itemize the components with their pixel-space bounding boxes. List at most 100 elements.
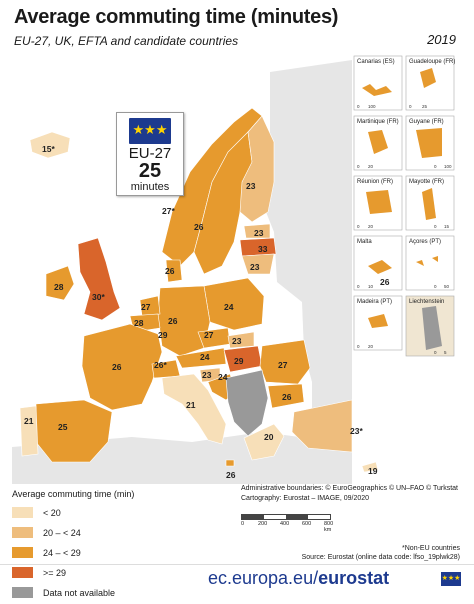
region-germany [157,285,211,357]
inset-scale-label: 0 [434,164,437,169]
inset-shape-malta [368,260,392,274]
inset-scale-label: 0 [357,104,360,109]
value-label: 24 [200,352,210,362]
value-label: 26 [168,316,178,326]
scale-tick: 400 [280,521,290,527]
inset-shape-guadeloupe [420,68,436,88]
value-label: 23 [250,262,260,272]
map-svg: Canarias (ES) Guadeloupe (FR) Martinique… [12,52,456,484]
inset-label-malta: Malta [357,239,372,245]
region-malta [225,459,235,467]
footer-divider [0,564,474,565]
legend-item: 20 – < 24 [12,524,212,541]
value-label: 23* [350,426,363,436]
footnote-source: Source: Eurostat (online data code: lfso… [301,554,460,561]
value-label: 26 [165,266,175,276]
inset-scale-label: 15 [444,224,450,229]
value-label: 26 [226,470,236,480]
region-lithuania [241,253,275,275]
legend-swatch [12,547,33,558]
region-bulgaria [267,383,305,409]
value-label: 33 [258,244,268,254]
legend-title: Average commuting time (min) [12,489,135,499]
inset-scale-label: 20 [368,224,374,229]
inset-label-reunion: Réunion (FR) [357,179,393,185]
region-uk [77,237,121,321]
inset-label-liechtenstein: Liechtenstein [409,299,444,305]
map-title: Average commuting time (minutes) [14,6,339,28]
scale-tick: 0 [241,521,245,527]
value-label: 26 [112,362,122,372]
inset-scale-label: 0 [434,284,437,289]
inset-scale-label: 0 [409,104,412,109]
legend-item: < 20 [12,504,212,521]
inset-scales: 0 100 0 25 0 20 0 100 0 20 0 15 0 10 0 5… [357,104,452,355]
footer-url-link[interactable]: ec.europa.eu/eurostat [208,568,389,589]
region-turkey [291,399,353,453]
value-label: 26* [154,360,167,370]
value-label: 23 [202,370,212,380]
inset-label-mayotte: Mayotte (FR) [409,179,444,185]
legend-label: Data not available [43,587,116,598]
region-italy [161,373,227,445]
scale-bar: 0 200 400 600 800 km [241,514,341,533]
region-netherlands [139,295,161,317]
inset-shape-mayotte [422,188,436,220]
inset-scale-label: 5 [444,350,447,355]
region-iceland [29,131,71,159]
inset-panels [353,55,455,357]
value-label: 20 [264,432,274,442]
region-ireland [45,265,75,301]
credits-cartography: Cartography: Eurostat – IMAGE, 09/2020 [241,495,370,502]
inset-shape-madeira [368,314,388,328]
footnote-non-eu: *Non-EU countries [402,545,460,552]
value-label: 15* [42,144,55,154]
value-label: 21 [24,416,34,426]
inset-shape-canarias [362,84,392,96]
inset-scale-label: 0 [357,224,360,229]
map-subtitle: EU-27, UK, EFTA and candidate countries [14,34,239,48]
inset-scale-label: 100 [368,104,376,109]
value-label: 26 [282,392,292,402]
region-greece [243,423,285,461]
region-denmark [165,259,183,283]
europe-map: Canarias (ES) Guadeloupe (FR) Martinique… [12,52,456,484]
inset-scale-label: 50 [444,284,450,289]
eu-average-box: ★★★ EU-27 25 minutes [116,112,184,196]
legend-label: 24 – < 29 [43,547,81,558]
region-western-balkans [225,369,269,437]
value-label: 29 [234,356,244,366]
inset-scale-label: 0 [434,350,437,355]
footer-url-plain: ec.europa.eu/ [208,568,319,588]
inset-scale-label: 0 [434,224,437,229]
value-label: 24 [218,372,228,382]
scale-tick: 600 [302,521,312,527]
value-label: 28 [54,282,64,292]
legend-swatch [12,567,33,578]
value-label: 27 [278,360,288,370]
value-label: 24 [224,302,234,312]
region-poland [203,277,265,331]
inset-label-martinique: Martinique (FR) [357,119,399,125]
legend-swatch [12,527,33,538]
region-finland [239,115,275,223]
legend-label: 20 – < 24 [43,527,81,538]
inset-shape-martinique [368,130,388,154]
value-label: 25 [58,422,68,432]
inset-scale-label: 20 [368,164,374,169]
region-portugal [19,405,39,457]
inset-label-acores: Açores (PT) [409,239,441,245]
legend-item: >= 29 [12,564,212,581]
eu-flag-icon: ★★★ [129,118,171,144]
scale-bar-graphic [241,514,331,520]
value-label: 27 [204,330,214,340]
inset-label-guyane: Guyane (FR) [409,119,444,125]
eu-average-label: EU-27 [128,145,172,162]
inset-scale-label: 0 [357,164,360,169]
value-label: 28 [134,318,144,328]
region-spain [35,399,113,463]
value-label: 30* [92,292,105,302]
credits-boundaries: Administrative boundaries: © EuroGeograp… [241,485,459,492]
inset-label-canarias: Canarias (ES) [357,59,395,65]
footer-url-bold: eurostat [318,568,390,588]
